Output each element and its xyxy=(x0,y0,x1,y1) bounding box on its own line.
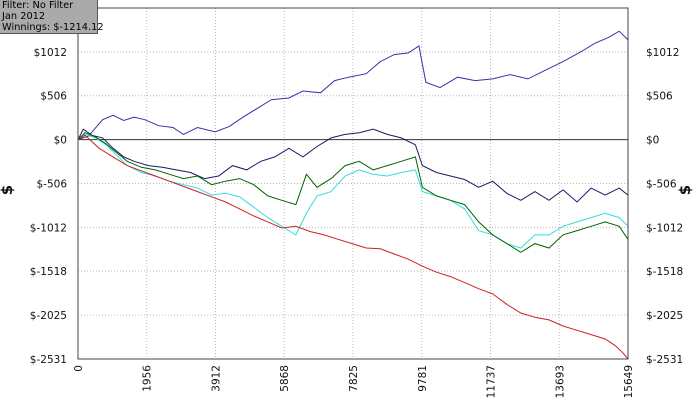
x-axis-labels: 0 1956 3912 5868 7825 9781 11737 13693 15649 xyxy=(73,365,635,399)
x-tick-label: 5868 xyxy=(279,365,291,392)
y-tick-label-left: $1012 xyxy=(34,47,67,59)
period-label: Jan 2012 xyxy=(2,11,46,22)
y-tick-label-left: $-1518 xyxy=(30,266,67,278)
x-tick-label: 1956 xyxy=(142,365,154,392)
grid xyxy=(78,8,628,360)
y-axis-left-labels: $1012 $506 $0 $-506 $-1012 $-1518 $-2025 $-2531 xyxy=(30,47,68,366)
y-axis-symbol-right: $ xyxy=(676,185,694,195)
series-line-1 xyxy=(77,30,629,141)
y-axis-right-labels: $1012 $506 $0 $-506 $-1012 $-1518 $-2025 $-2531 xyxy=(646,47,683,366)
y-tick-label-right: $506 xyxy=(646,91,673,103)
y-tick-label-right: $-2531 xyxy=(646,354,683,366)
x-tick-label: 0 xyxy=(73,365,85,372)
y-tick-label-left: $-2025 xyxy=(30,310,67,322)
filter-label: Filter: No Filter xyxy=(2,0,74,11)
filter-info-box: Filter: No Filter Jan 2012 Winnings: $-1… xyxy=(0,0,104,34)
series-line-5 xyxy=(77,134,629,360)
series-group xyxy=(77,30,629,360)
series-line-4 xyxy=(77,132,629,253)
plot-frame xyxy=(77,7,629,360)
x-tick-label: 11737 xyxy=(486,365,498,398)
x-tick-label: 15649 xyxy=(623,365,635,398)
y-tick-label-right: $-1518 xyxy=(646,266,683,278)
y-axis-symbol-left: $ xyxy=(0,185,16,195)
series-line-2 xyxy=(77,128,629,203)
y-tick-label-right: $-506 xyxy=(646,178,677,190)
x-tick-label: 9781 xyxy=(417,365,429,392)
y-tick-label-left: $0 xyxy=(54,135,67,147)
y-tick-label-right: $-2025 xyxy=(646,310,683,322)
x-tick-label: 7825 xyxy=(348,365,360,392)
x-tick-label: 3912 xyxy=(210,365,222,392)
y-tick-label-left: $-2531 xyxy=(30,354,67,366)
x-tick-label: 13693 xyxy=(554,365,566,398)
y-tick-label-left: $-1012 xyxy=(30,222,67,234)
y-tick-label-right: $-1012 xyxy=(646,222,683,234)
y-tick-label-left: $506 xyxy=(40,91,67,103)
winnings-label: Winnings: $-1214.12 xyxy=(2,22,104,33)
y-tick-label-left: $-506 xyxy=(36,178,67,190)
y-tick-label-right: $0 xyxy=(646,135,659,147)
y-tick-label-right: $1012 xyxy=(646,47,679,59)
